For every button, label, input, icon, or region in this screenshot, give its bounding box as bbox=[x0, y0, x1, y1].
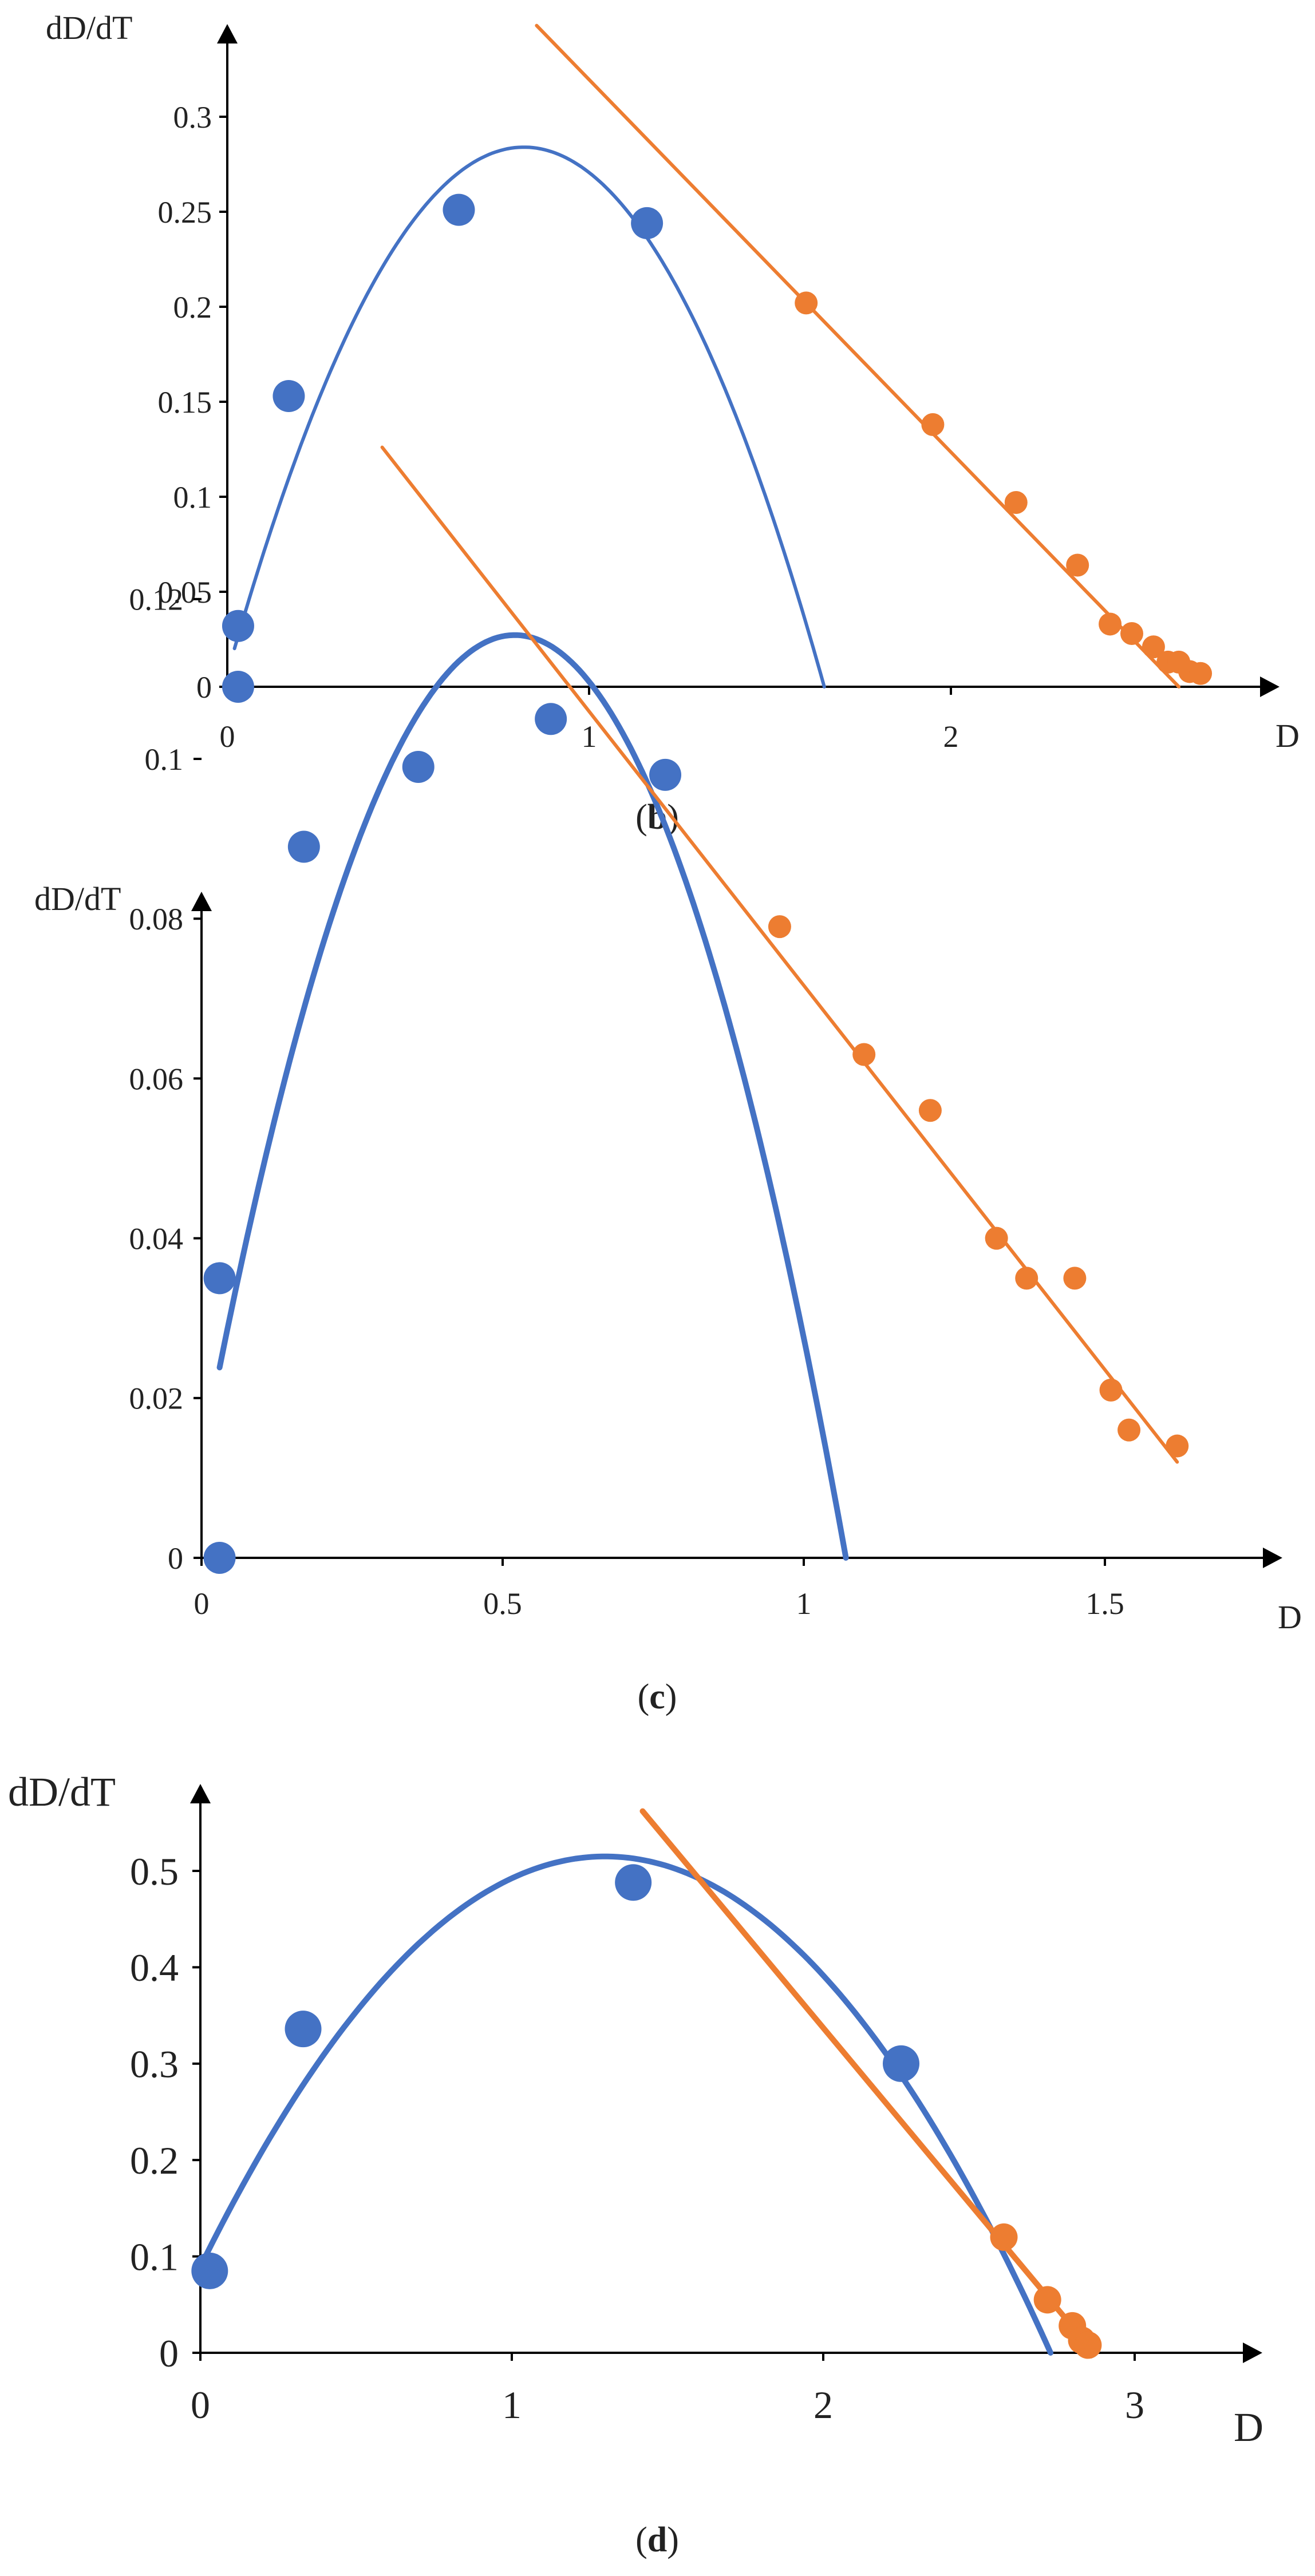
y-tick-label: 0.25 bbox=[158, 195, 212, 229]
fit-curve-parabola bbox=[203, 1853, 1054, 2356]
y-tick-label: 0.3 bbox=[173, 100, 212, 134]
chart-panel-c: 00.020.040.060.080.10.120 0.5 1 1.5dD/dTD(c… bbox=[34, 445, 1302, 1716]
data-point-blue bbox=[203, 1542, 236, 1574]
x-tick-label: 1 bbox=[582, 719, 597, 754]
y-tick-label: 0.06 bbox=[129, 1062, 184, 1096]
fit-line-linear bbox=[639, 1808, 1097, 2356]
data-point-orange bbox=[1033, 2286, 1061, 2314]
x-axis-arrowhead bbox=[1260, 676, 1280, 697]
data-point-orange bbox=[1117, 1418, 1141, 1442]
data-point-blue bbox=[631, 207, 664, 239]
y-tick-label: 0.3 bbox=[130, 2043, 179, 2086]
data-point-orange bbox=[795, 291, 818, 315]
y-axis-title: dD/dT bbox=[34, 880, 121, 917]
x-tick-label: 2 bbox=[814, 2383, 833, 2427]
x-tick-label: 0 bbox=[194, 1586, 210, 1621]
data-point-blue bbox=[285, 2011, 322, 2048]
data-point-orange bbox=[768, 915, 791, 939]
chart-panel-d: 0 0.1 0.2 0.3 0.4 0.5 0 1 2 3 dD/dT D (d) bbox=[8, 1769, 1263, 2559]
y-tick-label: 0.04 bbox=[129, 1222, 184, 1256]
data-point-orange bbox=[1074, 2331, 1102, 2359]
x-tick-label: 3 bbox=[1125, 2383, 1144, 2427]
x-axis-title: D bbox=[1278, 1598, 1302, 1636]
panel-caption: (d) bbox=[635, 2520, 679, 2559]
y-tick-label: 0.02 bbox=[129, 1382, 184, 1416]
data-point-orange bbox=[1120, 622, 1143, 646]
data-point-orange bbox=[1166, 1434, 1189, 1458]
x-tick-label: 0 bbox=[220, 719, 235, 754]
y-tick-label: 0.05 bbox=[158, 575, 212, 610]
y-tick-label: 0.2 bbox=[130, 2139, 179, 2182]
data-point-orange bbox=[1099, 1378, 1123, 1402]
data-point-blue bbox=[443, 193, 475, 226]
x-axis-title: D bbox=[1275, 717, 1300, 754]
x-tick-label: 0.5 bbox=[483, 1586, 522, 1621]
data-point-orange bbox=[921, 413, 945, 436]
data-point-orange bbox=[1142, 635, 1165, 659]
y-tick-label: 0.15 bbox=[158, 385, 212, 420]
data-point-orange bbox=[918, 1099, 942, 1122]
y-axis-arrowhead bbox=[217, 24, 238, 43]
fit-curve-parabola bbox=[232, 145, 826, 688]
fit-line-linear bbox=[535, 23, 1181, 688]
x-tick-label: 1 bbox=[502, 2383, 522, 2427]
x-tick-label: 1 bbox=[796, 1586, 812, 1621]
y-axis-title: dD/dT bbox=[46, 9, 132, 46]
data-point-blue bbox=[287, 830, 320, 863]
y-tick-label: 0.1 bbox=[173, 480, 212, 515]
data-point-blue bbox=[273, 380, 305, 413]
y-tick-label: 0.1 bbox=[145, 742, 184, 777]
x-axis-arrowhead bbox=[1243, 2342, 1262, 2363]
y-tick-label: 0.12 bbox=[129, 583, 184, 617]
data-point-orange bbox=[1015, 1267, 1038, 1290]
y-axis-arrowhead bbox=[191, 892, 212, 911]
y-tick-label: 0.5 bbox=[130, 1850, 179, 1893]
y-tick-label: 0.4 bbox=[130, 1946, 179, 1989]
data-point-orange bbox=[1004, 490, 1028, 514]
data-point-orange bbox=[1189, 662, 1213, 685]
chart-panel-b: 0 0.05 0.1 0.15 0.2 0.25 0.3 0 1 2 dD/dT D (b) bbox=[46, 9, 1300, 837]
x-tick-label: 1.5 bbox=[1085, 1586, 1124, 1621]
data-point-blue bbox=[402, 750, 435, 783]
data-point-orange bbox=[990, 2223, 1018, 2251]
x-tick-label: 0 bbox=[191, 2383, 210, 2427]
data-point-blue bbox=[222, 671, 254, 703]
data-point-blue bbox=[222, 610, 254, 642]
panel-caption: (c) bbox=[638, 1677, 677, 1716]
data-point-orange bbox=[1063, 1267, 1087, 1290]
data-point-orange bbox=[852, 1043, 876, 1066]
data-point-blue bbox=[535, 703, 567, 735]
data-point-blue bbox=[649, 758, 682, 791]
x-axis-title: D bbox=[1234, 2404, 1263, 2450]
y-tick-label: 0.08 bbox=[129, 902, 184, 936]
y-tick-label: 0 bbox=[168, 1541, 183, 1576]
data-point-blue bbox=[203, 1262, 236, 1295]
y-tick-label: 0 bbox=[159, 2332, 179, 2375]
panel-caption: (b) bbox=[635, 798, 679, 837]
data-point-blue bbox=[191, 2252, 228, 2289]
data-point-orange bbox=[1099, 612, 1122, 636]
y-tick-label: 0.2 bbox=[173, 290, 212, 325]
data-point-blue bbox=[615, 1864, 652, 1901]
data-point-orange bbox=[985, 1226, 1008, 1250]
y-tick-label: 0 bbox=[196, 670, 212, 705]
fit-line-linear bbox=[380, 445, 1179, 1464]
y-axis-title: dD/dT bbox=[8, 1769, 116, 1815]
y-tick-label: 0.1 bbox=[130, 2235, 179, 2278]
y-axis-arrowhead bbox=[190, 1784, 211, 1803]
x-tick-label: 2 bbox=[943, 719, 959, 754]
data-point-blue bbox=[883, 2045, 919, 2082]
data-point-orange bbox=[1066, 553, 1089, 577]
x-axis-arrowhead bbox=[1263, 1548, 1282, 1568]
